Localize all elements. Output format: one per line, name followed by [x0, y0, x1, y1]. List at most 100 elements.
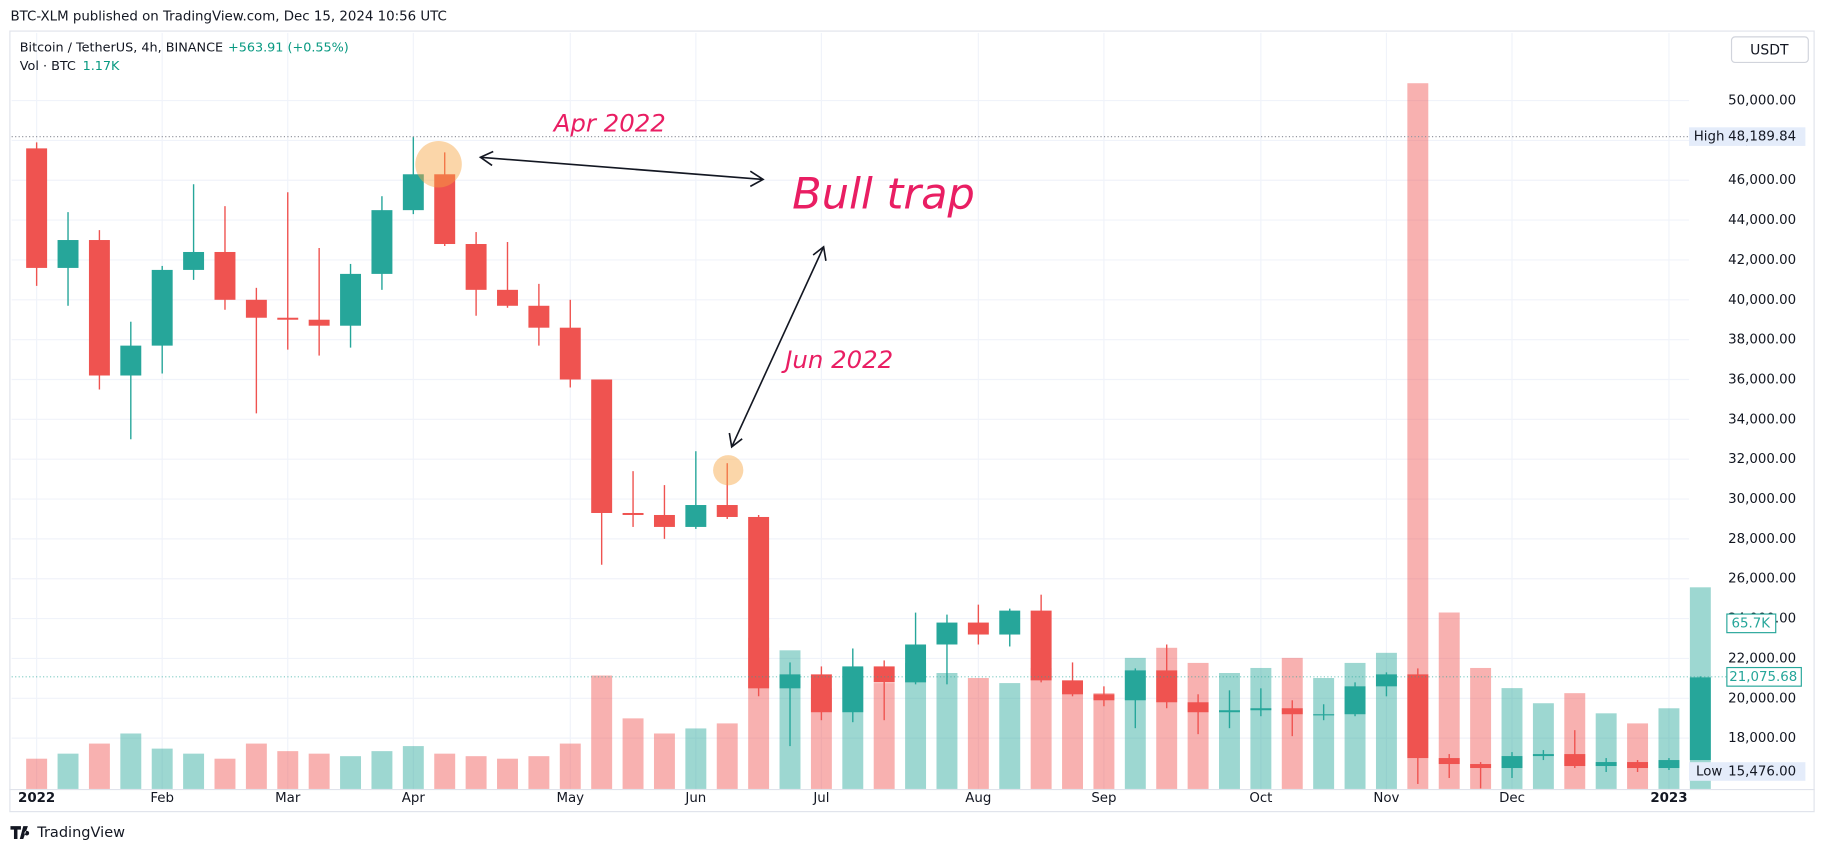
x-tick-label: May	[556, 791, 584, 806]
candle-body	[1124, 670, 1146, 701]
candle-body	[1627, 762, 1649, 769]
candle-body	[1344, 686, 1366, 715]
candle-body	[1658, 760, 1680, 769]
volume-bar	[434, 753, 456, 789]
candle-body	[277, 317, 299, 320]
candle-body	[653, 514, 675, 527]
candle-body	[1156, 670, 1178, 703]
arrow-head	[812, 245, 827, 261]
candle-body	[873, 666, 895, 683]
volume-bar	[653, 733, 675, 789]
volume-bar	[402, 746, 424, 789]
x-tick-label: Apr	[402, 791, 426, 806]
candle-body	[26, 148, 48, 268]
annotation: Apr 2022	[552, 109, 666, 138]
highlight-circle	[713, 455, 744, 486]
candle-body	[340, 273, 362, 326]
volume-bar	[151, 748, 173, 789]
volume-bar	[873, 683, 895, 789]
logo	[10, 826, 30, 839]
candle-body	[1219, 710, 1240, 713]
candle-layer	[26, 136, 1711, 789]
brand: TradingView	[36, 825, 125, 841]
candle-body	[402, 174, 424, 211]
volume-bar	[465, 756, 487, 789]
x-tick-label: Aug	[965, 791, 991, 806]
legend: Bitcoin / TetherUS, 4h, BINANCE +563.91 …	[20, 40, 349, 74]
y-tick-label: 46,000.00	[1728, 173, 1796, 188]
candle-body	[936, 622, 958, 645]
y-tick-label: 44,000.00	[1728, 213, 1796, 228]
currency-label[interactable]: USDT	[1750, 42, 1789, 58]
candle-body	[465, 244, 487, 290]
high-tag-value: 48,189.84	[1728, 130, 1796, 145]
candle-body	[591, 379, 613, 513]
x-tick-label: Jul	[812, 791, 829, 806]
x-tick-label: Oct	[1249, 791, 1272, 806]
candle-body	[1062, 680, 1083, 695]
volume-bar	[1030, 667, 1052, 789]
volume-bar	[1344, 662, 1366, 789]
volume-current: 1.17K	[83, 59, 120, 74]
candle-body	[905, 644, 927, 683]
volume-bar	[936, 673, 958, 789]
volume-bar	[120, 733, 142, 789]
x-tick-label: 2023	[1650, 791, 1687, 806]
volume-bar	[277, 751, 299, 789]
volume-bar	[183, 753, 205, 789]
candle-body	[497, 289, 518, 306]
annotation: Bull trap	[792, 169, 975, 219]
volume-bar	[1093, 693, 1115, 789]
annotation: Jun 2022	[781, 345, 893, 374]
candle-body	[1281, 708, 1303, 715]
volume-bar	[1595, 713, 1617, 789]
currency-button[interactable]	[1730, 36, 1809, 64]
volume-bar	[1375, 652, 1397, 789]
candle-body	[1313, 714, 1335, 716]
candle-body	[120, 345, 142, 376]
y-tick-label: 34,000.00	[1728, 412, 1796, 427]
arrow-line	[480, 156, 764, 181]
arrow-line	[730, 246, 825, 448]
y-tick-label: 22,000.00	[1728, 651, 1796, 666]
arrows	[478, 150, 827, 449]
y-tick-label: 32,000.00	[1728, 452, 1796, 467]
volume-bar	[308, 753, 330, 789]
candle-body	[1438, 758, 1460, 765]
volume-bar	[905, 662, 927, 789]
high-tag	[1689, 127, 1806, 146]
candle-body	[88, 240, 110, 376]
y-tick-label: 42,000.00	[1728, 253, 1796, 268]
y-tick-label: 28,000.00	[1728, 532, 1796, 547]
candle-body	[1187, 702, 1209, 713]
candle-body	[1375, 674, 1397, 687]
candle-body	[1689, 677, 1711, 761]
chart-frame	[9, 30, 1815, 813]
axes: 18,000.0020,000.0022,000.0024,000.0026,0…	[9, 94, 1815, 806]
candle-body	[1093, 694, 1115, 701]
candle-body	[779, 674, 801, 689]
high-tag-text: High	[1694, 130, 1725, 145]
candle-body	[528, 305, 550, 328]
arrow-head	[478, 150, 494, 167]
volume-bar	[622, 718, 644, 789]
volume-bar	[57, 753, 79, 789]
price-change: +563.91 (+0.55%)	[228, 40, 349, 55]
candle-body	[1501, 756, 1523, 769]
candle-body	[1250, 708, 1272, 711]
volume-bar	[1470, 667, 1492, 789]
y-tick-label: 38,000.00	[1728, 333, 1796, 348]
candle-body	[1407, 674, 1429, 759]
candle-body	[999, 610, 1021, 635]
arrow-head	[728, 432, 743, 449]
volume-bar	[1532, 703, 1554, 789]
y-tick-label: 26,000.00	[1728, 572, 1796, 587]
y-tick-label: 40,000.00	[1728, 293, 1796, 308]
volume-bar	[1250, 667, 1272, 789]
volume-bar	[1407, 83, 1429, 789]
footer: TradingView	[10, 825, 125, 841]
candle-body	[371, 210, 393, 274]
y-tick-label: 30,000.00	[1728, 492, 1796, 507]
volume-bar	[591, 675, 613, 789]
